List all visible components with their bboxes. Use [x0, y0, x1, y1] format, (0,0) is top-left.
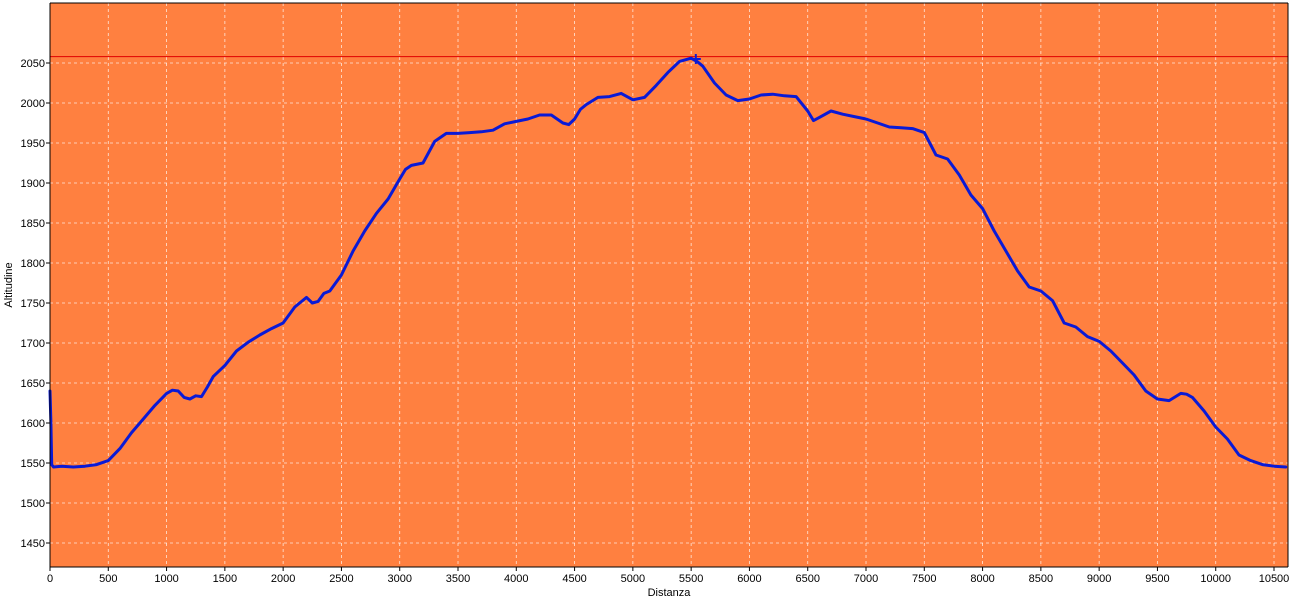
x-tick-label: 5000: [621, 573, 645, 585]
y-tick-label: 1500: [21, 498, 45, 510]
x-tick-label: 9500: [1145, 573, 1169, 585]
axes: 0 500 1000 1500 2000 2500 3000 3500 4000 4500 5000…: [21, 2, 1289, 585]
y-tick-label: 1600: [21, 418, 45, 430]
y-tick-label: 1700: [21, 338, 45, 350]
y-tick-label: 1550: [21, 458, 45, 470]
peak-marker: [690, 54, 701, 64]
x-tick-label: 1000: [154, 573, 178, 585]
x-tick-label: 3500: [446, 573, 470, 585]
x-tick-label: 0: [47, 573, 53, 585]
grid-lines: [50, 3, 1288, 567]
x-axis-label: Distanza: [648, 587, 692, 599]
y-axis-label: Altitudine: [3, 262, 15, 307]
series-layer: [48, 54, 1288, 469]
x-tick-label: 6500: [795, 573, 819, 585]
x-tick-label: 10500: [1259, 573, 1289, 585]
x-tick-label: 7000: [854, 573, 878, 585]
x-tick-label: 4500: [562, 573, 586, 585]
y-tick-label: 2000: [21, 98, 45, 110]
x-tick-label: 10000: [1200, 573, 1231, 585]
y-tick-label: 1650: [21, 378, 45, 390]
x-tick-label: 8000: [970, 573, 994, 585]
x-tick-label: 6000: [737, 573, 761, 585]
x-tick-label: 500: [99, 573, 117, 585]
x-tick-label: 8500: [1029, 573, 1053, 585]
y-tick-label: 1950: [21, 138, 45, 150]
y-tick-label: 1800: [21, 258, 45, 270]
x-tick-label: 9000: [1087, 573, 1111, 585]
y-tick-label: 1850: [21, 218, 45, 230]
altitude-series-line: [48, 56, 1288, 469]
y-tick-label: 2050: [21, 58, 45, 70]
x-tick-label: 3000: [387, 573, 411, 585]
y-tick-label: 1450: [21, 538, 45, 550]
x-tick-label: 2000: [271, 573, 295, 585]
x-tick-label: 5500: [679, 573, 703, 585]
x-tick-label: 2500: [329, 573, 353, 585]
y-tick-label: 1750: [21, 298, 45, 310]
x-tick-label: 7500: [912, 573, 936, 585]
y-tick-label: 1900: [21, 178, 45, 190]
plot-area: [50, 3, 1288, 567]
x-tick-label: 4000: [504, 573, 528, 585]
plot-background: [50, 3, 1288, 567]
x-tick-label: 1500: [213, 573, 237, 585]
